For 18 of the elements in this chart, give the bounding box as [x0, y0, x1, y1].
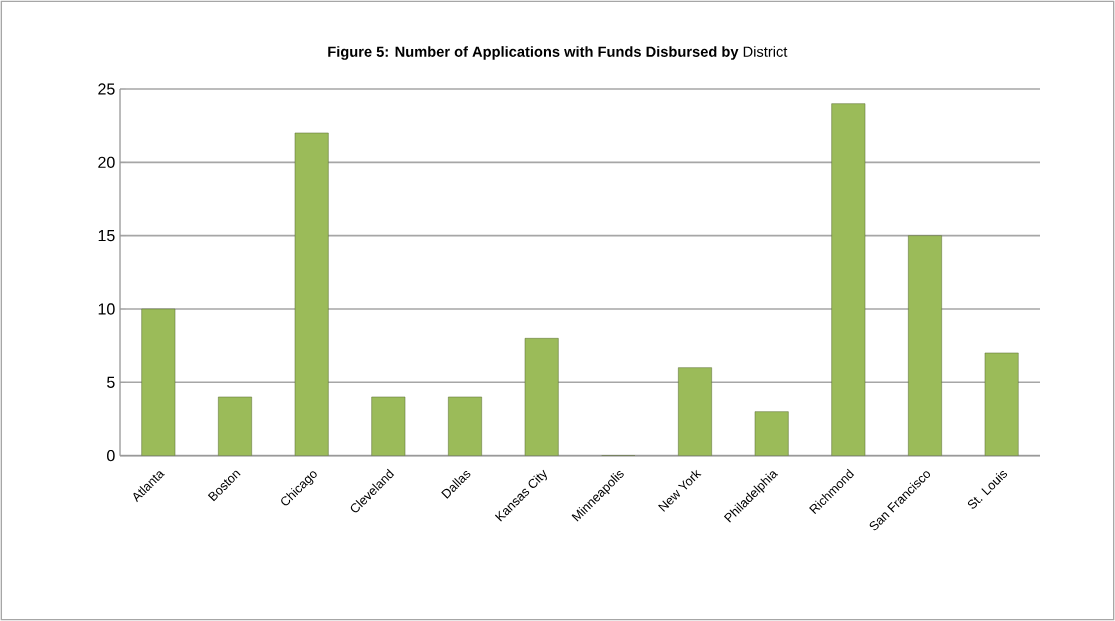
bar	[371, 396, 406, 456]
bar	[831, 103, 866, 456]
chart-title: Figure 5: Number of Applications with Funds Disbursed by District	[328, 46, 788, 60]
y-tick-label: 20	[98, 156, 115, 168]
bar	[141, 308, 176, 456]
y-tick-label: 0	[107, 449, 115, 462]
bar	[984, 352, 1019, 456]
bar	[294, 132, 329, 456]
bar	[448, 396, 482, 456]
y-tick-label: 10	[98, 303, 115, 315]
bar	[754, 411, 789, 456]
y-tick-label: 15	[98, 230, 115, 242]
bar	[678, 367, 712, 456]
y-tick-label: 5	[107, 376, 115, 388]
bar	[524, 338, 559, 456]
bar	[908, 235, 942, 456]
bar	[218, 396, 252, 456]
y-tick-label: 25	[98, 83, 115, 95]
